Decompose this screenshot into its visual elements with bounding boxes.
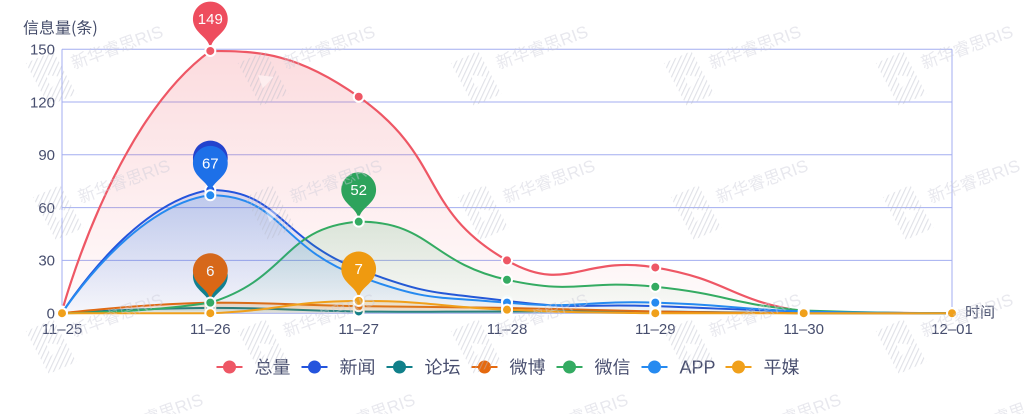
svg-text:67: 67 — [202, 156, 219, 173]
svg-text:52: 52 — [350, 182, 367, 199]
svg-text:11–26: 11–26 — [190, 321, 231, 338]
svg-text:RIS: RIS — [173, 390, 206, 414]
svg-text:RIS: RIS — [598, 390, 631, 414]
svg-text:7: 7 — [355, 261, 363, 278]
svg-text:RIS: RIS — [1023, 390, 1024, 414]
svg-text:11–27: 11–27 — [338, 321, 379, 338]
svg-text:149: 149 — [198, 11, 223, 28]
svg-text:90: 90 — [38, 147, 55, 164]
svg-text:11–30: 11–30 — [783, 321, 824, 338]
svg-text:30: 30 — [38, 253, 55, 270]
svg-text:RIS: RIS — [385, 390, 418, 414]
svg-text:RIS: RIS — [811, 390, 844, 414]
svg-text:0: 0 — [47, 306, 55, 323]
svg-text:12–01: 12–01 — [931, 321, 973, 338]
